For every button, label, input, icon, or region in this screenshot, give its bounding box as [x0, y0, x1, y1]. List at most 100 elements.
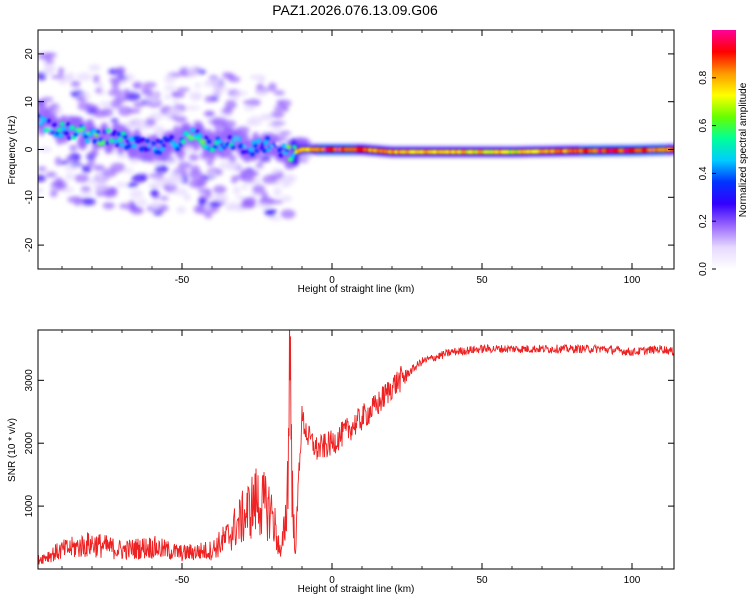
heatmap-cell [163, 85, 177, 92]
colorbar-tick-label: 0.0 [698, 262, 709, 276]
heatmap-cell [56, 181, 67, 190]
heatmap-content [38, 51, 674, 221]
snr-ytick-label: 2000 [24, 432, 35, 455]
heatmap-cell [42, 62, 52, 67]
heatmap-cell [194, 82, 201, 89]
heatmap-cell [65, 172, 75, 181]
heatmap-cell [203, 135, 209, 141]
heatmap-cell [152, 176, 166, 182]
heatmap-cell [93, 164, 106, 172]
heatmap-cell [183, 194, 192, 201]
heatmap-ridge [38, 113, 674, 162]
heatmap-cell [46, 118, 51, 123]
heatmap-cell [219, 161, 233, 170]
heatmap-cell [144, 117, 156, 127]
heatmap-cell [184, 105, 201, 111]
heatmap-cell [115, 142, 120, 148]
heatmap-cell [217, 139, 222, 144]
heatmap-axes: -50 0 50 100 -20 -10 0 10 20 [24, 30, 674, 286]
heatmap-cell [269, 216, 282, 221]
heatmap-cell [142, 82, 157, 88]
heatmap-cell [151, 141, 156, 146]
heatmap-scatter [38, 51, 674, 221]
heatmap-cell [206, 158, 214, 167]
heatmap-ytick-label: 20 [24, 48, 35, 60]
heatmap-cell [245, 120, 257, 126]
heatmap-cell [59, 121, 65, 127]
heatmap-cell [110, 118, 119, 124]
heatmap-cell [174, 115, 188, 123]
heatmap-cell [109, 138, 114, 143]
heatmap-cell [159, 196, 169, 201]
heatmap-cell [181, 139, 186, 144]
heatmap-ytick-label: 0 [24, 146, 35, 152]
heatmap-cell [194, 129, 200, 134]
heatmap-cell [206, 139, 212, 144]
heatmap-cell [275, 141, 281, 146]
heatmap-cell [109, 77, 123, 84]
heatmap-cell [80, 186, 91, 193]
heatmap-cell [87, 160, 96, 167]
heatmap-cell [169, 108, 183, 116]
heatmap-cell [268, 82, 277, 92]
heatmap-cell [233, 186, 241, 195]
heatmap-cell [216, 194, 229, 203]
heatmap-cell [101, 107, 114, 117]
heatmap-cell [256, 138, 261, 144]
heatmap-cell [197, 133, 203, 138]
heatmap-cell [131, 143, 137, 149]
heatmap-cell [208, 171, 217, 178]
heatmap-cell [162, 184, 169, 190]
heatmap-cell [207, 201, 222, 208]
heatmap-xtick-label: 0 [329, 275, 335, 286]
heatmap-cell [87, 179, 99, 185]
heatmap-cell [271, 199, 284, 204]
heatmap-cell [127, 143, 132, 149]
heatmap-cell [188, 178, 205, 189]
heatmap-cell [172, 188, 188, 196]
heatmap-cell [268, 174, 280, 179]
heatmap-cell [169, 171, 181, 182]
heatmap-cell [165, 111, 173, 120]
heatmap-cell [273, 187, 282, 197]
heatmap-cell [118, 137, 123, 142]
heatmap-cell [250, 151, 255, 157]
heatmap-cell [166, 143, 171, 149]
snr-xlabel: Height of straight line (km) [298, 584, 415, 595]
heatmap-cell [171, 99, 180, 105]
snr-ylabel: SNR (10 * v/v) [7, 418, 18, 482]
heatmap-cell [286, 144, 291, 150]
heatmap-cell [80, 197, 96, 206]
heatmap-cell [241, 149, 246, 155]
snr-plot-area [38, 330, 674, 569]
heatmap-ytick-label: -10 [24, 190, 35, 205]
heatmap-cell [124, 73, 135, 82]
heatmap-cell [178, 142, 183, 147]
heatmap-xtick-label: -50 [175, 275, 190, 286]
heatmap-cell [277, 148, 282, 153]
heatmap-cell [255, 89, 267, 97]
heatmap-cell [252, 184, 266, 194]
heatmap-cell [85, 138, 90, 144]
heatmap-cell [69, 162, 83, 167]
heatmap-cell [50, 74, 65, 80]
heatmap-cell [171, 91, 186, 99]
heatmap-cell [227, 76, 241, 83]
snr-frame [37, 329, 675, 570]
heatmap-cell [108, 89, 124, 97]
heatmap-cell [236, 90, 248, 96]
heatmap-cell [259, 145, 264, 151]
heatmap-cell [219, 87, 230, 92]
heatmap-cell [116, 131, 122, 137]
heatmap-cell [129, 189, 144, 199]
heatmap-cell [209, 206, 219, 213]
heatmap-cell [122, 134, 128, 139]
heatmap-cell [230, 145, 236, 150]
heatmap-cell [232, 92, 240, 101]
heatmap-cell [110, 162, 126, 173]
heatmap-cell [274, 105, 288, 112]
snr-series-line [38, 330, 674, 565]
heatmap-cell [133, 101, 145, 108]
heatmap-cell [204, 95, 216, 103]
heatmap-cell [38, 71, 47, 81]
